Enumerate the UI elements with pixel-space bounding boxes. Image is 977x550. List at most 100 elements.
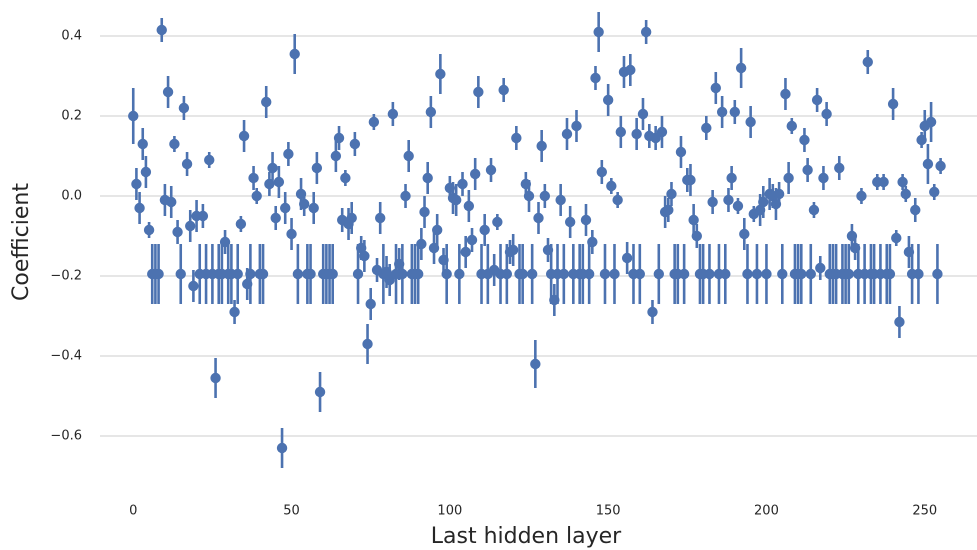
point <box>197 210 209 222</box>
point <box>678 268 690 280</box>
point <box>884 268 896 280</box>
point <box>675 146 687 158</box>
point <box>131 178 142 190</box>
point <box>273 176 285 188</box>
point <box>732 200 744 212</box>
y-tick-label: 0.4 <box>61 29 82 44</box>
point <box>308 202 319 214</box>
point <box>900 188 911 200</box>
point <box>606 180 617 192</box>
point <box>403 150 414 162</box>
point <box>555 194 566 206</box>
point <box>821 108 832 120</box>
point <box>460 246 471 258</box>
point <box>786 120 797 132</box>
point <box>229 306 240 318</box>
point <box>751 268 763 280</box>
point <box>283 148 294 160</box>
point <box>299 198 310 210</box>
point <box>602 94 614 106</box>
point <box>340 172 351 184</box>
point <box>498 84 509 96</box>
point <box>235 218 247 230</box>
y-tick-label: 0.0 <box>61 189 82 204</box>
point <box>561 128 573 140</box>
point <box>571 120 582 132</box>
point <box>162 86 174 98</box>
point <box>596 166 608 178</box>
x-axis-label: Last hidden layer <box>431 524 622 549</box>
point <box>754 204 766 216</box>
x-tick-label: 250 <box>912 504 937 519</box>
point <box>916 134 927 146</box>
point <box>564 216 576 228</box>
point <box>590 72 601 84</box>
point <box>517 268 528 280</box>
point <box>542 244 554 256</box>
point <box>739 228 750 240</box>
point <box>175 268 186 280</box>
point <box>707 196 718 208</box>
point <box>897 176 908 188</box>
point <box>625 64 636 76</box>
point <box>530 358 541 370</box>
point <box>248 172 259 184</box>
point <box>374 212 386 224</box>
x-tick-label: 200 <box>754 504 779 519</box>
y-tick-label: −0.2 <box>50 269 82 284</box>
point <box>276 442 288 454</box>
point <box>327 268 338 280</box>
point <box>156 24 167 36</box>
point <box>469 168 481 180</box>
point <box>435 68 446 80</box>
point <box>431 224 443 236</box>
point <box>261 96 272 108</box>
point <box>356 242 367 254</box>
point <box>856 190 867 202</box>
point <box>397 268 408 280</box>
point <box>485 164 497 176</box>
point <box>691 230 703 242</box>
point <box>647 306 658 318</box>
point <box>333 132 345 144</box>
point <box>314 386 326 398</box>
point <box>549 294 560 306</box>
point <box>267 162 278 174</box>
point <box>593 26 604 38</box>
point <box>128 110 139 122</box>
point <box>295 188 307 200</box>
point <box>264 178 275 190</box>
point <box>238 130 250 142</box>
point <box>710 82 721 94</box>
point <box>169 138 180 150</box>
point <box>640 26 652 38</box>
point <box>507 244 519 256</box>
point <box>891 232 902 244</box>
point <box>729 106 740 118</box>
point <box>834 162 845 174</box>
point <box>929 186 940 198</box>
point <box>615 126 627 138</box>
point <box>701 122 712 134</box>
point <box>289 48 300 60</box>
point <box>815 262 826 274</box>
point <box>368 116 380 128</box>
point <box>286 228 297 240</box>
point <box>653 268 665 280</box>
point <box>466 234 478 246</box>
point <box>862 56 873 68</box>
point <box>663 204 674 216</box>
point <box>425 106 437 118</box>
point <box>849 242 861 254</box>
point <box>412 268 424 280</box>
point <box>887 98 899 110</box>
y-tick-label: −0.4 <box>50 349 82 364</box>
point <box>720 268 731 280</box>
point <box>922 158 934 170</box>
point <box>257 268 269 280</box>
point <box>280 202 291 214</box>
point <box>761 268 772 280</box>
point <box>621 252 633 264</box>
point <box>770 198 782 210</box>
